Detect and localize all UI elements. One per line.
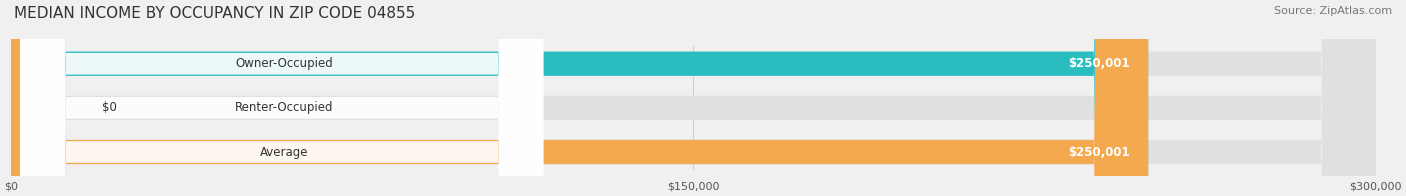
FancyBboxPatch shape bbox=[20, 0, 543, 196]
FancyBboxPatch shape bbox=[20, 0, 543, 196]
Text: $250,001: $250,001 bbox=[1069, 57, 1130, 70]
FancyBboxPatch shape bbox=[11, 0, 1149, 196]
Text: Renter-Occupied: Renter-Occupied bbox=[235, 101, 333, 114]
Text: Source: ZipAtlas.com: Source: ZipAtlas.com bbox=[1274, 6, 1392, 16]
FancyBboxPatch shape bbox=[11, 0, 1375, 196]
FancyBboxPatch shape bbox=[11, 0, 1149, 196]
Text: $0: $0 bbox=[103, 101, 117, 114]
FancyBboxPatch shape bbox=[11, 0, 1375, 196]
Text: MEDIAN INCOME BY OCCUPANCY IN ZIP CODE 04855: MEDIAN INCOME BY OCCUPANCY IN ZIP CODE 0… bbox=[14, 6, 415, 21]
FancyBboxPatch shape bbox=[11, 0, 1375, 196]
Text: Owner-Occupied: Owner-Occupied bbox=[235, 57, 333, 70]
Text: Average: Average bbox=[260, 145, 308, 159]
Text: $250,001: $250,001 bbox=[1069, 145, 1130, 159]
FancyBboxPatch shape bbox=[11, 0, 48, 196]
FancyBboxPatch shape bbox=[20, 0, 543, 196]
